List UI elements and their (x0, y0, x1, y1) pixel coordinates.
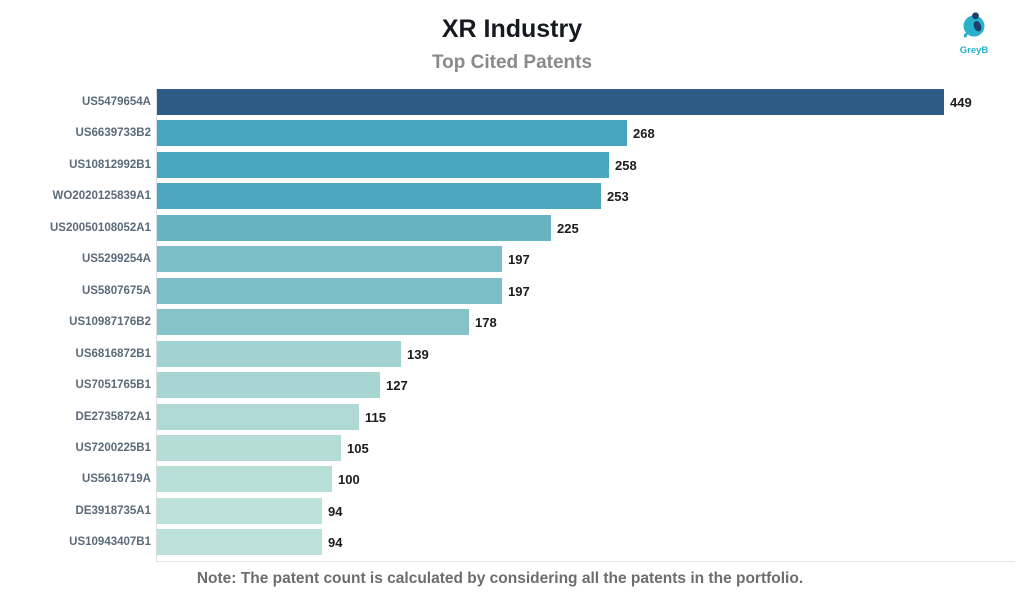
category-label: US10987176B2 (69, 316, 151, 328)
value-label: 139 (407, 346, 429, 362)
value-label: 449 (950, 94, 972, 110)
category-label: US6639733B2 (75, 127, 151, 139)
category-label: US7200225B1 (75, 442, 151, 454)
value-label: 105 (347, 440, 369, 456)
category-label: US10812992B1 (69, 159, 151, 171)
category-label: DE2735872A1 (75, 411, 151, 423)
footnote: Note: The patent count is calculated by … (196, 570, 804, 587)
bar-row: DE3918735A1 94 (0, 498, 1024, 524)
chart-header: XR Industry Top Cited Patents (0, 14, 1024, 75)
value-label: 197 (508, 251, 530, 267)
bar[interactable] (157, 435, 341, 461)
category-label: US5299254A (81, 253, 151, 265)
greyb-logo-text: GreyB (959, 45, 989, 56)
category-label: US5807675A (81, 285, 151, 297)
bar[interactable] (157, 278, 502, 304)
category-label: US5616719A (81, 473, 151, 485)
bar[interactable] (157, 215, 551, 241)
greyb-logo-icon (963, 12, 985, 38)
bar-row: US10812992B1 258 (0, 152, 1024, 178)
bar-row: US7200225B1 105 (0, 435, 1024, 461)
bar-row: US5479654A 449 (0, 89, 1024, 115)
value-label: 258 (615, 157, 637, 173)
value-label: 94 (328, 534, 343, 550)
bar[interactable] (157, 498, 322, 524)
value-label: 127 (386, 377, 408, 393)
value-label: 225 (557, 220, 579, 236)
category-label: US6816872B1 (75, 348, 151, 360)
bar[interactable] (157, 89, 944, 115)
value-label: 115 (365, 409, 386, 425)
x-axis-line (156, 561, 1015, 562)
bar[interactable] (157, 152, 609, 178)
value-label: 100 (338, 471, 360, 487)
category-label: US5479654A (81, 96, 151, 108)
bar[interactable] (157, 246, 502, 272)
chart-title: XR Industry (441, 15, 583, 43)
bar[interactable] (157, 120, 627, 146)
bar-row: US6816872B1 139 (0, 341, 1024, 367)
bar-row: WO2020125839A1 253 (0, 183, 1024, 209)
bar[interactable] (157, 404, 359, 430)
greyb-logo: GreyB (950, 10, 998, 56)
bar-row: US10987176B2 178 (0, 309, 1024, 335)
bar-row: US5299254A 197 (0, 246, 1024, 272)
bar-chart: US5479654A 449 US6639733B2 268 US10812992B1 2… (0, 89, 1024, 562)
category-label: US7051765B1 (75, 379, 151, 391)
category-label: US20050108052A1 (49, 222, 151, 234)
category-label: WO2020125839A1 (52, 190, 151, 202)
value-label: 178 (475, 314, 497, 330)
bar-row: US10943407B1 94 (0, 529, 1024, 555)
y-axis-line (156, 89, 157, 562)
category-label: US10943407B1 (69, 536, 151, 548)
bar[interactable] (157, 529, 322, 555)
bar-row: US5616719A 100 (0, 466, 1024, 492)
value-label: 197 (508, 283, 530, 299)
bar[interactable] (157, 372, 380, 398)
category-label: DE3918735A1 (75, 505, 151, 517)
chart-subtitle: Top Cited Patents (431, 52, 593, 74)
bar-row: DE2735872A1 115 (0, 404, 1024, 430)
bar[interactable] (157, 341, 401, 367)
bar[interactable] (157, 183, 601, 209)
bar-row: US7051765B1 127 (0, 372, 1024, 398)
bar-row: US5807675A 197 (0, 278, 1024, 304)
bar-row: US6639733B2 268 (0, 120, 1024, 146)
bar[interactable] (157, 309, 469, 335)
value-label: 94 (328, 503, 343, 519)
bar[interactable] (157, 466, 332, 492)
value-label: 268 (633, 125, 655, 141)
bar-row: US20050108052A1 225 (0, 215, 1024, 241)
value-label: 253 (607, 188, 629, 204)
